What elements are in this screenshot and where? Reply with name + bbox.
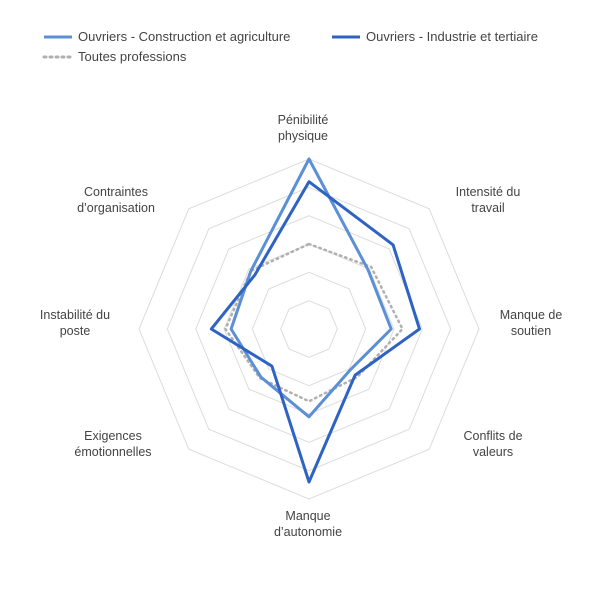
series-line-1: [209, 180, 421, 484]
grid-ring-5: [166, 186, 452, 472]
axis-labels: Pénibilité physique Intensité du travail Man…: [40, 113, 562, 539]
axis-label-0-line-0: Pénibilité: [278, 113, 329, 127]
axis-label-4-line-0: Manque: [285, 509, 330, 523]
axis-label-3: Conflits de valeurs: [463, 429, 522, 459]
axis-label-2-line-1: soutien: [511, 324, 551, 338]
grid-ring-2: [251, 271, 367, 387]
radar-grid: [138, 158, 480, 500]
axis-label-6-line-0: Instabilité du: [40, 308, 110, 322]
legend-item-1: Ouvriers - Industrie et tertiaire: [332, 29, 538, 44]
axis-label-5-line-0: Exigences: [84, 429, 142, 443]
grid-ring-6: [138, 158, 480, 500]
grid-ring-4: [195, 215, 423, 443]
axis-label-7-line-0: Contraintes: [84, 185, 148, 199]
grid-ring-3: [223, 243, 395, 415]
axis-label-1-line-1: travail: [471, 201, 504, 215]
legend-item-2: Toutes professions: [42, 49, 187, 64]
axis-label-0: Pénibilité physique: [278, 113, 329, 143]
legend: Ouvriers - Construction et agriculture O…: [42, 29, 538, 64]
axis-label-6-line-1: poste: [60, 324, 91, 338]
axis-label-1-line-0: Intensité du: [456, 185, 521, 199]
data-series: [209, 157, 421, 484]
legend-label-2: Toutes professions: [78, 49, 187, 64]
axis-label-0-line-1: physique: [278, 129, 328, 143]
axis-label-2: Manque de soutien: [500, 308, 563, 338]
axis-label-4-line-1: d’autonomie: [274, 525, 342, 539]
axis-label-7-line-1: d’organisation: [77, 201, 155, 215]
legend-label-0: Ouvriers - Construction et agriculture: [78, 29, 290, 44]
legend-item-0: Ouvriers - Construction et agriculture: [44, 29, 290, 44]
axis-label-1: Intensité du travail: [456, 185, 521, 215]
axis-label-2-line-0: Manque de: [500, 308, 563, 322]
axis-label-6: Instabilité du poste: [40, 308, 110, 338]
axis-label-7: Contraintes d’organisation: [77, 185, 155, 215]
grid-ring-1: [280, 300, 338, 358]
axis-label-5: Exigences émotionnelles: [74, 429, 151, 459]
legend-label-1: Ouvriers - Industrie et tertiaire: [366, 29, 538, 44]
axis-label-3-line-1: valeurs: [473, 445, 513, 459]
axis-label-3-line-0: Conflits de: [463, 429, 522, 443]
axis-label-4: Manque d’autonomie: [274, 509, 342, 539]
axis-label-5-line-1: émotionnelles: [74, 445, 151, 459]
series-line-0: [229, 157, 393, 419]
